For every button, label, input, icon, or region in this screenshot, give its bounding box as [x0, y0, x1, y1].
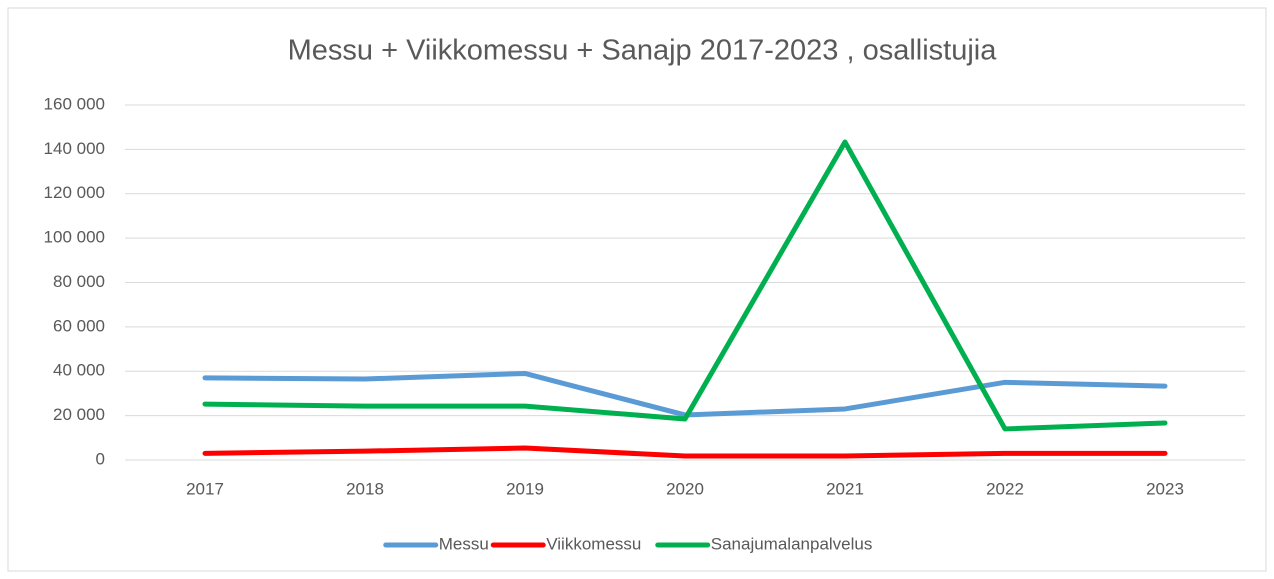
x-tick-label: 2020: [666, 479, 704, 498]
y-tick-label: 0: [96, 449, 105, 468]
chart-title: Messu + Viikkomessu + Sanajp 2017-2023 ,…: [288, 35, 998, 67]
x-tick-label: 2023: [1146, 479, 1184, 498]
legend-label: Viikkomessu: [546, 534, 641, 553]
y-tick-label: 160 000: [44, 94, 105, 113]
y-tick-label: 120 000: [44, 183, 105, 202]
y-tick-label: 20 000: [53, 405, 105, 424]
y-tick-label: 100 000: [44, 228, 105, 247]
x-tick-label: 2019: [506, 479, 544, 498]
legend-label: Messu: [439, 534, 489, 553]
y-tick-label: 140 000: [44, 139, 105, 158]
series-line: [202, 445, 1168, 459]
series-line: [202, 139, 1168, 432]
x-tick-label: 2022: [986, 479, 1024, 498]
y-tick-label: 60 000: [53, 316, 105, 335]
y-tick-label: 80 000: [53, 272, 105, 291]
x-tick-label: 2017: [186, 479, 224, 498]
x-tick-label: 2018: [346, 479, 384, 498]
chart-border: [7, 7, 1267, 572]
y-tick-label: 40 000: [53, 361, 105, 380]
legend-label: Sanajumalanpalvelus: [711, 534, 873, 553]
x-tick-label: 2021: [826, 479, 864, 498]
